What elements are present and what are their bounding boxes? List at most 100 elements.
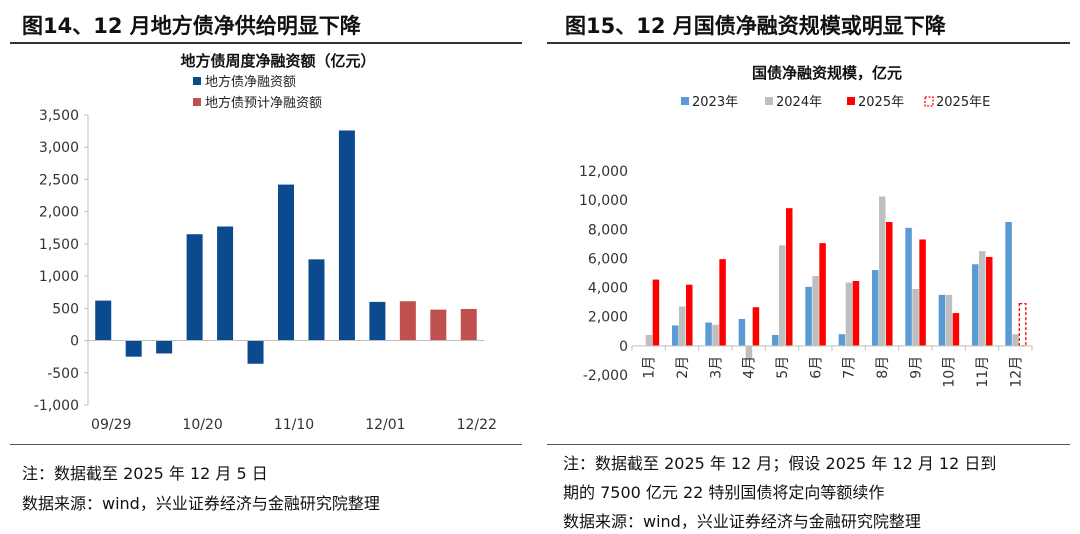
x-tick-label: 10月 <box>942 356 958 388</box>
legend-label: 2023年 <box>692 95 738 110</box>
figure-title: 图14、12 月地方债净供给明显下降 <box>22 14 361 38</box>
x-tick-label: 2月 <box>675 356 691 379</box>
y-tick-label: -500 <box>47 366 79 382</box>
x-tick-label: 4月 <box>742 356 758 379</box>
legend-label: 2025年 <box>858 95 904 110</box>
bar <box>945 294 953 346</box>
bar <box>805 286 812 346</box>
x-tick-label: 1月 <box>642 356 658 379</box>
chart-title: 地方债周度净融资额（亿元） <box>180 52 375 70</box>
bar <box>217 226 234 341</box>
bar <box>986 256 993 346</box>
y-tick-label: 3,500 <box>39 108 79 124</box>
y-tick-label: 0 <box>619 339 628 355</box>
y-tick-label: 3,000 <box>39 140 79 156</box>
title-rule <box>547 42 1070 44</box>
bar <box>652 279 660 346</box>
legend-swatch <box>681 97 689 105</box>
bar <box>752 307 760 346</box>
y-tick-label: 12,000 <box>579 164 628 180</box>
bar <box>738 318 746 346</box>
y-tick-label: -2,000 <box>583 368 628 384</box>
chart-note-line2: 期的 7500 亿元 22 特别国债将定向等额续作 <box>563 483 885 502</box>
legend-swatch <box>193 98 201 106</box>
bar <box>645 334 653 346</box>
bar <box>838 334 846 346</box>
bar <box>779 245 786 346</box>
bar <box>338 130 355 341</box>
bar <box>460 308 477 341</box>
bar <box>278 184 294 341</box>
title-rule <box>10 42 522 44</box>
bar <box>247 340 264 364</box>
bar <box>745 345 753 360</box>
bar <box>938 294 946 346</box>
y-tick-label: 2,000 <box>588 310 628 326</box>
bar <box>712 324 719 346</box>
chart-note: 注：数据截至 2025 年 12 月 5 日 <box>22 464 268 483</box>
x-tick-label: 11月 <box>975 356 991 388</box>
chart-source: 数据来源：wind，兴业证券经济与金融研究院整理 <box>563 512 921 531</box>
y-tick-label: -1,000 <box>34 398 79 414</box>
legend-swatch <box>847 97 855 105</box>
chart-title: 国债净融资规模，亿元 <box>752 64 902 82</box>
bar <box>1012 334 1019 346</box>
y-tick-label: 500 <box>52 301 79 317</box>
x-tick-label: 9月 <box>908 356 924 379</box>
y-tick-label: 4,000 <box>588 281 628 297</box>
bar <box>872 270 879 346</box>
bar <box>852 281 860 346</box>
bar <box>912 289 919 346</box>
x-tick-label: 6月 <box>808 356 824 379</box>
bar <box>686 284 693 346</box>
legend-swatch <box>765 97 773 105</box>
bar <box>430 309 447 341</box>
x-tick-label: 09/29 <box>91 417 131 433</box>
x-tick-label: 11/10 <box>274 417 314 433</box>
bar <box>186 234 203 341</box>
bar <box>705 322 712 346</box>
x-tick-label: 8月 <box>875 356 891 379</box>
legend-label: 地方债预计净融资额 <box>205 95 322 111</box>
x-tick-label: 12/01 <box>365 417 405 433</box>
bar <box>845 282 853 346</box>
y-tick-label: 10,000 <box>579 193 628 209</box>
bar <box>786 208 793 346</box>
bar <box>399 301 416 341</box>
left-panel: 图14、12 月地方债净供给明显下降 地方债周度净融资额（亿元） 地方债净融资额地… <box>0 0 522 534</box>
x-tick-label: 7月 <box>842 356 858 379</box>
treasury-bond-chart: 国债净融资规模，亿元 2023年 2024年 2025年 2025年E -2,000 0 2,… <box>579 64 1033 388</box>
chart-source: 数据来源：wind，兴业证券经济与金融研究院整理 <box>22 494 380 513</box>
x-tick-label: 3月 <box>708 356 724 379</box>
y-tick-label: 8,000 <box>588 222 628 238</box>
figure-title: 图15、12 月国债净融资规模或明显下降 <box>565 14 946 38</box>
y-tick-label: 0 <box>70 334 79 350</box>
x-tick-label: 5月 <box>775 356 791 379</box>
bar <box>979 251 986 346</box>
bar <box>672 325 679 346</box>
y-tick-label: 2,500 <box>39 172 79 188</box>
right-panel: 图15、12 月国债净融资规模或明显下降 国债净融资规模，亿元 2023年 2024… <box>547 0 1080 534</box>
legend-label: 地方债净融资额 <box>205 74 296 90</box>
bar <box>812 275 819 346</box>
bar <box>919 239 926 346</box>
bar <box>369 301 386 341</box>
legend-swatch <box>193 77 201 85</box>
x-tick-label: 10/20 <box>182 417 222 433</box>
bar <box>819 243 826 346</box>
chart-bottom-rule <box>547 444 1070 445</box>
bar <box>719 259 726 346</box>
bar <box>1018 302 1027 347</box>
bar <box>886 222 893 346</box>
bar <box>772 334 779 346</box>
x-tick-label: 12月 <box>1008 356 1024 388</box>
y-tick-label: 6,000 <box>588 251 628 267</box>
legend-swatch <box>924 96 934 107</box>
y-tick-label: 1,500 <box>39 237 79 253</box>
bar <box>879 196 886 346</box>
legend-label: 2025年E <box>936 95 990 110</box>
bar <box>95 300 112 341</box>
bar <box>156 340 173 354</box>
bar <box>905 227 912 346</box>
